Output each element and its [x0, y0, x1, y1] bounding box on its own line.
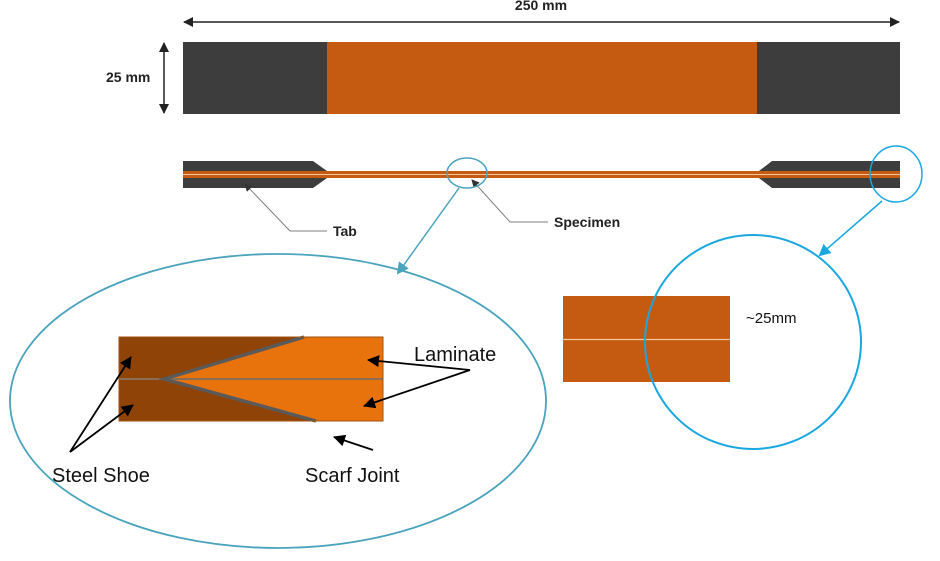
end-detail-circle [644, 234, 862, 450]
tab-label: Tab [333, 223, 357, 239]
zoom-circle-joint [446, 157, 488, 189]
steel-shoe-arrow-top [69, 356, 132, 453]
end-detail-block-top [563, 296, 730, 339]
width-dimension-label: 25 mm [106, 69, 150, 85]
laminate-label: Laminate [414, 344, 496, 366]
scarf-joint-label: Scarf Joint [305, 465, 400, 487]
specimen-top [327, 42, 757, 114]
zoom-circle-end [869, 145, 923, 203]
laminate-arrow-bottom [363, 369, 471, 409]
detail-outline [118, 336, 384, 422]
top-view [183, 42, 900, 114]
steel-shoe-block [119, 337, 316, 421]
specimen-leader [471, 179, 548, 223]
end-detail [563, 296, 730, 382]
tab-right-top [757, 42, 900, 114]
steel-shoe-arrow-bottom [69, 404, 134, 453]
specimen-label: Specimen [554, 214, 620, 230]
laminate-arrow-top [367, 355, 471, 371]
scarf-joint-arrow [333, 434, 374, 451]
tab-leader [244, 183, 327, 232]
tab-left-top [183, 42, 327, 114]
joint-callout-arrow [396, 187, 460, 275]
scarf-joint-line [157, 335, 317, 423]
side-view [183, 161, 900, 188]
scarf-joint-detail-circle [9, 253, 547, 549]
approx-size-label: ~25mm [746, 310, 796, 327]
length-dimension-label: 250 mm [515, 0, 567, 13]
steel-shoe-label: Steel Shoe [52, 465, 150, 487]
end-callout-arrow [818, 200, 883, 257]
scarf-joint-detail [118, 335, 384, 423]
